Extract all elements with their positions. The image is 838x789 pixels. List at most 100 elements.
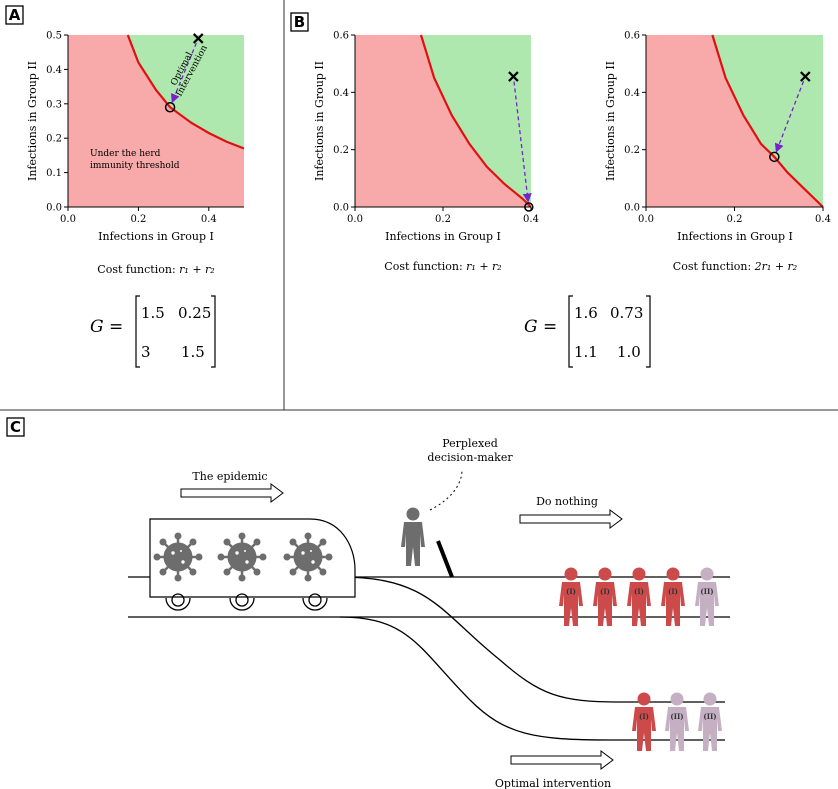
xlabel-b-left: Infections in Group I — [385, 230, 501, 243]
panel-b-label: B — [294, 13, 305, 31]
intervention-arrow-b-left — [513, 81, 532, 203]
matrix-b-cell-12: 0.73 — [610, 304, 643, 322]
optimal-intervention-arrow-icon — [510, 750, 614, 770]
person-group-label: (I) — [600, 587, 610, 596]
decision-maker-label-line2: decision-maker — [427, 451, 513, 464]
person-group-label: (I) — [634, 587, 644, 596]
thought-dots — [429, 469, 463, 511]
x-tick-label: 0.2 — [727, 214, 743, 225]
y-tick-label: 0.1 — [46, 168, 62, 179]
y-tick-label: 0.2 — [624, 145, 640, 156]
matrix-a-lhs: G = — [90, 317, 123, 337]
matrix-b: G = 1.6 0.73 1.1 1.0 — [524, 295, 651, 368]
cost-caption-b-right: Cost function: 2r₁ + r₂ — [673, 260, 797, 273]
y-tick-label: 0.2 — [333, 145, 349, 156]
epidemic-arrow-icon — [180, 483, 284, 503]
matrix-a-cell-11: 1.5 — [141, 304, 165, 322]
person-icon: (I) — [632, 692, 656, 751]
start-marker-a — [192, 33, 204, 44]
person-group-label: (II) — [700, 587, 713, 596]
person-icon: (I) — [593, 567, 617, 626]
cost-caption-a: Cost function: r₁ + r₂ — [97, 263, 214, 276]
person-group-label: (I) — [668, 587, 678, 596]
person-group-label: (I) — [639, 712, 649, 721]
region-label-line2: immunity threshold — [90, 161, 180, 171]
intervention-arrow-a — [170, 42, 197, 104]
optimal-marker-b-left — [524, 202, 534, 212]
person-group-label: (II) — [703, 712, 716, 721]
person-icon: (I) — [627, 567, 651, 626]
matrix-b-cell-21: 1.1 — [574, 343, 598, 361]
xlabel-b-right: Infections in Group I — [677, 230, 793, 243]
person-group-label: (I) — [566, 587, 576, 596]
y-tick-label: 0.3 — [46, 99, 62, 110]
panel-c-label: C — [10, 418, 21, 436]
y-tick-label: 0.6 — [333, 31, 349, 42]
decision-maker-icon — [401, 507, 425, 566]
track-switch-lever — [436, 540, 454, 578]
virus-icon — [282, 531, 334, 583]
people-intervention-track: (I) (II) (II) — [632, 692, 722, 751]
y-tick-label: 0.5 — [46, 31, 62, 42]
matrix-b-cell-11: 1.6 — [574, 304, 598, 322]
person-group-label: (II) — [670, 712, 683, 721]
panel-b: B 0.0 0.2 0.4 0.0 0.2 0.4 0.6 Infections in Gr… — [290, 12, 831, 368]
matrix-b-lhs: G = — [524, 317, 557, 337]
x-tick-label: 0.4 — [523, 214, 539, 225]
region-below-threshold-b-left — [355, 35, 531, 207]
person-icon: (I) — [559, 567, 583, 626]
panel-c: C The epidemic Do n — [6, 417, 730, 789]
region-below-threshold-a — [68, 35, 244, 207]
y-tick-label: 0.2 — [46, 134, 62, 145]
region-below-threshold-b-right — [646, 35, 823, 207]
intervention-arrow-b-right — [774, 80, 805, 153]
y-tick-label: 0.0 — [624, 203, 640, 214]
matrix-b-cell-22: 1.0 — [617, 343, 641, 361]
matrix-a-cell-21: 3 — [141, 343, 151, 361]
panel-a-label: A — [9, 6, 21, 24]
chart-a-plot: 0.0 0.2 0.40.00.10.20.30.40.5 Optimal Inte… — [46, 31, 245, 225]
optimal-marker-b-right — [769, 151, 780, 163]
do-nothing-label: Do nothing — [536, 495, 598, 508]
x-tick-label: 0.0 — [347, 214, 363, 225]
y-tick-label: 0.6 — [624, 31, 640, 42]
decision-maker-label-line1: Perplexed — [442, 437, 498, 450]
threshold-curve-b-left — [419, 34, 532, 208]
person-icon: (II) — [665, 692, 689, 751]
virus-icon — [152, 531, 204, 583]
matrix-a: G = 1.5 0.25 3 1.5 — [90, 295, 216, 368]
x-tick-label: 0.0 — [60, 214, 76, 225]
ylabel-b-left: Infections in Group II — [313, 61, 326, 181]
threshold-curve-a — [126, 34, 245, 150]
person-icon: (I) — [661, 567, 685, 626]
epidemic-train — [149, 518, 356, 611]
ylabel-a: Infections in Group II — [26, 61, 39, 181]
region-above-threshold-b-right — [712, 35, 823, 207]
chart-b-left-plot: 0.0 0.2 0.4 0.0 0.2 0.4 0.6 — [333, 31, 539, 226]
people-do-nothing-track: (I) (I) (I) (I) (II) — [559, 567, 719, 626]
y-tick-label: 0.4 — [624, 88, 640, 99]
y-tick-label: 0.0 — [333, 203, 349, 214]
region-label-line1: Under the herd — [90, 149, 161, 159]
do-nothing-arrow-icon — [519, 509, 623, 529]
y-tick-label: 0.4 — [333, 88, 349, 99]
start-marker-b-left — [508, 71, 519, 82]
start-marker-b-right — [800, 71, 811, 82]
optimal-intervention-label: Optimal intervention — [495, 777, 611, 789]
x-tick-label: 0.2 — [130, 214, 146, 225]
panel-a: A 0.0 0.2 0.40.00.10.20.30.40.5 Optimal In… — [5, 5, 245, 368]
threshold-curve-b-right — [711, 34, 824, 208]
region-above-threshold-b-left — [421, 35, 531, 207]
epidemic-label: The epidemic — [192, 470, 267, 483]
cost-caption-b-left: Cost function: r₁ + r₂ — [384, 260, 501, 273]
xlabel-a: Infections in Group I — [98, 230, 214, 243]
y-tick-label: 0.4 — [46, 65, 62, 76]
x-tick-label: 0.4 — [815, 214, 831, 225]
optimal-marker-a — [164, 101, 176, 113]
x-tick-label: 0.2 — [435, 214, 451, 225]
chart-b-right-plot: 0.0 0.2 0.4 0.0 0.2 0.4 0.6 — [624, 31, 831, 226]
x-tick-label: 0.0 — [638, 214, 654, 225]
matrix-a-cell-22: 1.5 — [181, 343, 205, 361]
x-tick-label: 0.4 — [201, 214, 217, 225]
y-tick-label: 0.0 — [46, 203, 62, 214]
